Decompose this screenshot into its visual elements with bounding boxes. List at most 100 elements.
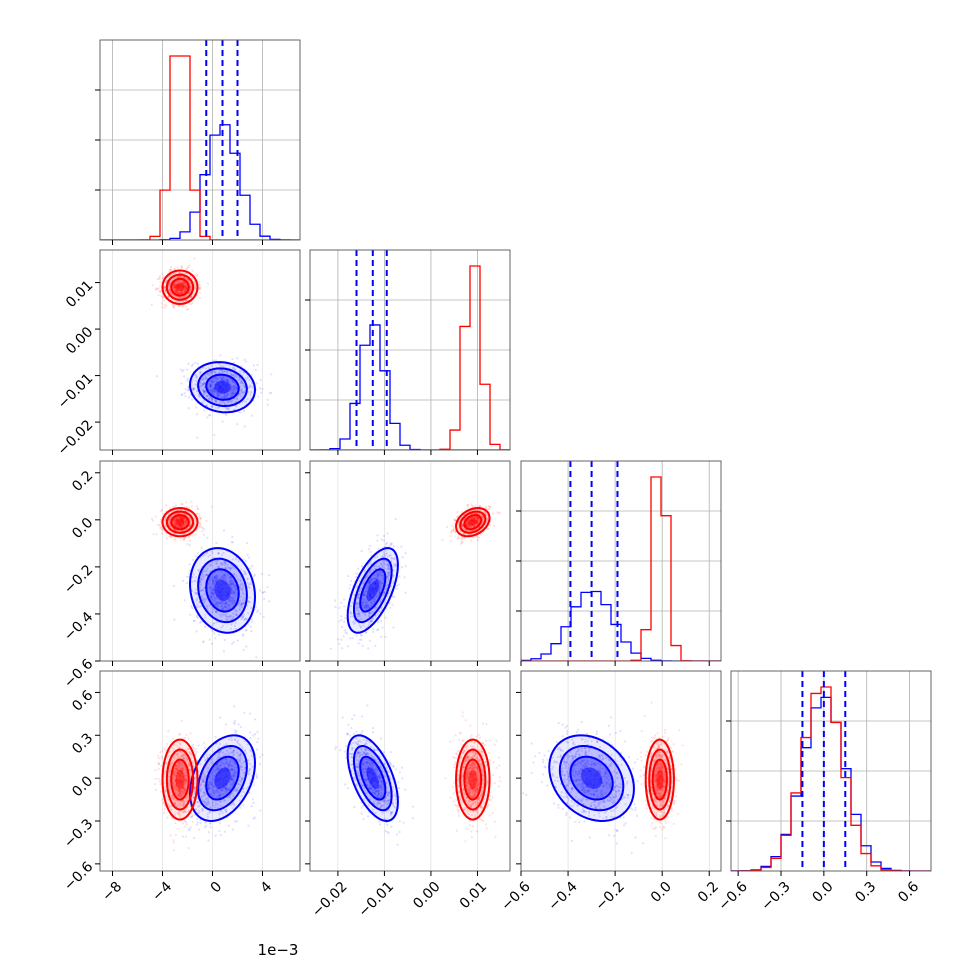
scatter-point — [178, 516, 181, 519]
scatter-point — [225, 396, 228, 399]
scatter-point — [213, 575, 216, 578]
scatter-point — [368, 615, 371, 618]
scatter-point — [177, 520, 180, 523]
scatter-point — [180, 291, 183, 294]
scatter-point — [213, 597, 217, 600]
scatter-point — [377, 547, 380, 550]
scatter-point — [217, 565, 220, 569]
scatter-point — [180, 265, 184, 269]
scatter-point — [182, 285, 185, 288]
scatter-point — [226, 586, 229, 590]
scatter-point — [220, 381, 223, 384]
scatter-point — [225, 387, 229, 390]
scatter-point — [228, 566, 231, 569]
scatter-point — [221, 390, 224, 393]
scatter-point — [160, 532, 164, 535]
scatter-point — [252, 784, 255, 787]
scatter-point — [193, 579, 196, 582]
scatter-point — [233, 599, 236, 602]
scatter-point — [174, 520, 178, 523]
scatter-point — [210, 373, 213, 376]
scatter-point — [228, 583, 231, 586]
scatter-point — [225, 615, 228, 618]
scatter-point — [226, 563, 229, 566]
scatter-point — [199, 372, 202, 376]
scatter-point — [201, 378, 204, 381]
scatter-point — [173, 505, 176, 508]
scatter-point — [200, 589, 203, 592]
y-tick-label: 0.2 — [69, 468, 96, 495]
scatter-point — [202, 597, 206, 600]
scatter-point — [198, 395, 202, 399]
scatter-point — [181, 518, 185, 522]
scatter-point — [223, 577, 226, 581]
scatter-point — [221, 386, 224, 389]
scatter-point — [212, 583, 215, 586]
scatter-point — [231, 579, 234, 582]
scatter-point — [221, 384, 224, 387]
scatter-point — [228, 381, 231, 384]
scatter-point — [173, 518, 176, 521]
histogram-series-0 — [310, 324, 510, 450]
scatter-point — [184, 519, 187, 522]
scatter-point — [372, 628, 375, 631]
scatter-point — [222, 388, 225, 391]
scatter-point — [368, 598, 372, 601]
scatter-point — [239, 380, 243, 383]
scatter-point — [234, 621, 237, 624]
scatter-point — [181, 393, 184, 396]
scatter-point — [230, 392, 233, 395]
scatter-point — [240, 603, 243, 606]
scatter-point — [201, 596, 204, 599]
scatter-point — [369, 620, 372, 623]
scatter-point — [239, 806, 242, 809]
scatter-point — [173, 528, 177, 532]
scatter-point — [191, 378, 194, 381]
scatter-point — [193, 836, 196, 840]
scatter-point — [180, 519, 183, 522]
scatter-point — [189, 523, 192, 526]
scatter-point — [251, 564, 254, 568]
scatter-point — [270, 391, 273, 394]
scatter-point — [204, 377, 207, 380]
scatter-point — [244, 617, 247, 620]
scatter-point — [163, 522, 167, 525]
scatter-point — [183, 285, 186, 289]
scatter-point — [183, 521, 186, 524]
scatter-point — [211, 550, 214, 553]
scatter-point — [376, 583, 379, 586]
scatter-point — [157, 287, 160, 290]
scatter-point — [174, 524, 177, 527]
scatter-point — [232, 617, 235, 620]
scatter-point — [182, 368, 185, 372]
scatter-point — [205, 552, 208, 555]
scatter-point — [209, 379, 213, 383]
scatter-point — [179, 517, 183, 520]
scatter-point — [223, 830, 226, 833]
scatter-point — [177, 525, 180, 529]
scatter-point — [367, 586, 370, 589]
scatter-point — [188, 544, 191, 547]
scatter-point — [259, 755, 262, 759]
scatter-point — [221, 602, 224, 605]
scatter-point — [373, 582, 377, 585]
scatter-point — [441, 538, 444, 541]
scatter-point — [201, 530, 204, 533]
scatter-point — [226, 573, 229, 576]
scatter-point — [213, 599, 216, 602]
scatter-point — [173, 520, 176, 524]
scatter-point — [181, 518, 184, 521]
scatter-point — [376, 575, 379, 578]
scatter-point — [210, 398, 214, 402]
scatter-point — [179, 523, 182, 526]
scatter-point — [179, 517, 182, 520]
scatter-point — [181, 285, 184, 288]
scatter-point — [176, 522, 179, 526]
scatter-point — [209, 575, 212, 579]
scatter-point — [382, 539, 385, 542]
scatter-point — [178, 275, 181, 278]
scatter-point — [378, 582, 381, 585]
scatter-point — [181, 503, 184, 506]
scatter-point — [361, 603, 364, 607]
scatter-point — [220, 562, 224, 565]
